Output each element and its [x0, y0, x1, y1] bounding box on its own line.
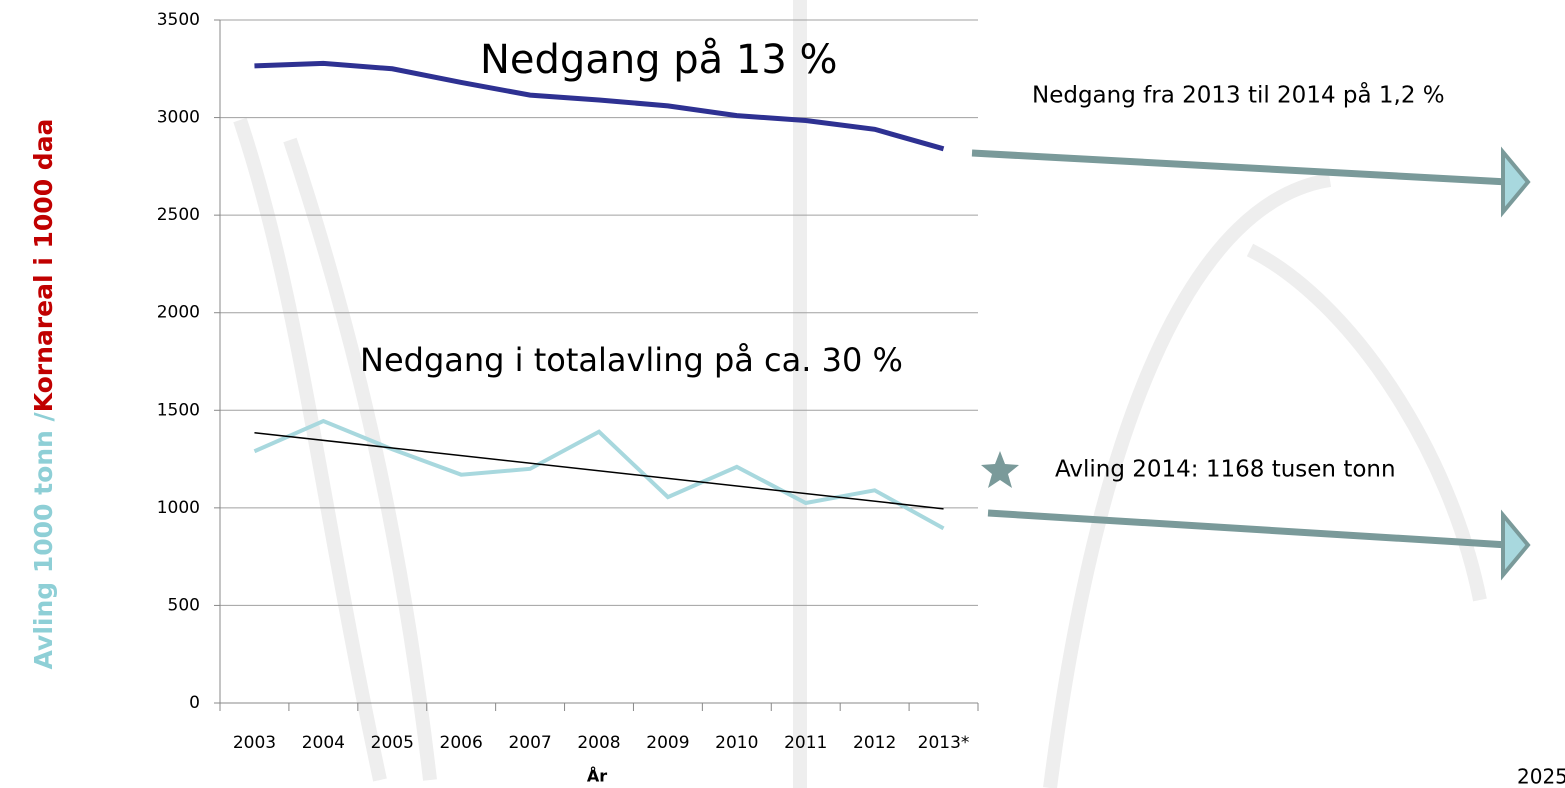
y-tick-label: 2000 [157, 303, 200, 323]
data-line [253, 418, 945, 531]
y-axis-title-part: Kornareal i 1000 daa [29, 119, 58, 413]
x-tick-label: 2004 [302, 733, 345, 753]
x-tick-label: 2013* [918, 733, 970, 753]
x-axis-title: År [587, 767, 607, 786]
y-tick-label: 1000 [157, 498, 200, 518]
annotation: 2025 [1517, 765, 1565, 788]
annotation: Nedgang i totalavling på ca. 30 % [360, 341, 903, 379]
x-tick-label: 2012 [853, 733, 896, 753]
star-marker [981, 451, 1019, 488]
x-tick-label: 2005 [371, 733, 414, 753]
arrow [971, 146, 1531, 218]
x-tick-label: 2006 [440, 733, 483, 753]
y-tick-label: 500 [168, 595, 200, 615]
x-tick-label: 2008 [577, 733, 620, 753]
x-tick-label: 2003 [233, 733, 276, 753]
y-tick-label: 1500 [157, 400, 200, 420]
data-line [254, 60, 945, 152]
y-tick-label: 3500 [157, 10, 200, 30]
y-axis-title: Avling 1000 tonn /Kornareal i 1000 daa [29, 119, 58, 670]
x-tick-label: 2009 [646, 733, 689, 753]
trend-line [254, 431, 944, 510]
y-tick-label: 2500 [157, 205, 200, 225]
y-tick-label: 0 [189, 693, 200, 713]
y-axis-title-part: Avling 1000 tonn / [29, 411, 58, 669]
x-tick-label: 2007 [508, 733, 551, 753]
annotation: Nedgang på 13 % [480, 37, 838, 83]
y-tick-label: 3000 [157, 108, 200, 128]
x-tick-label: 2011 [784, 733, 827, 753]
x-tick-label: 2010 [715, 733, 758, 753]
annotation: Nedgang fra 2013 til 2014 på 1,2 % [1032, 81, 1445, 109]
annotation: Avling 2014: 1168 tusen tonn [1055, 457, 1396, 483]
arrow [987, 509, 1531, 581]
background-decoration [233, 0, 1487, 788]
